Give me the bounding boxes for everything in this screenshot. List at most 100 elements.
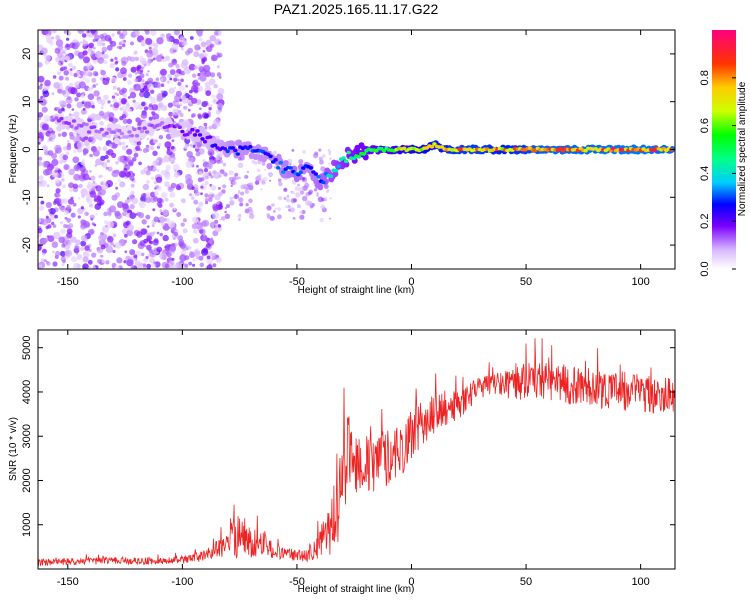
spectral-blob — [66, 140, 70, 143]
spectral-blob — [45, 201, 52, 209]
spectral-blob — [166, 80, 170, 84]
spectral-blob — [201, 143, 205, 147]
spectral-blob — [273, 165, 277, 169]
spectral-blob — [80, 188, 88, 196]
spectral-blob — [125, 107, 131, 112]
spectral-blob — [85, 145, 91, 150]
spectral-blob — [147, 225, 150, 228]
spectral-blob — [171, 139, 175, 143]
spectral-blob — [154, 190, 159, 196]
spectral-blob — [99, 34, 105, 39]
spectral-blob — [64, 165, 68, 170]
spectral-blob — [144, 192, 152, 200]
spectral-blob — [47, 208, 52, 212]
spectral-blob — [170, 145, 175, 150]
spectral-blob — [68, 168, 75, 176]
spectral-blob — [64, 55, 71, 61]
spectral-blob — [188, 261, 193, 266]
spectral-blob — [121, 99, 127, 105]
spectral-blob — [126, 197, 130, 200]
spectrogram-x-tick-label: 100 — [631, 276, 649, 288]
spectral-blob — [145, 197, 152, 204]
spectral-blob — [291, 190, 295, 195]
spectral-blob — [176, 183, 180, 188]
spectral-blob — [181, 47, 184, 51]
spectral-blob — [266, 213, 270, 217]
spectral-blob — [300, 190, 305, 195]
spectral-blob — [214, 30, 219, 33]
spectral-blob — [41, 47, 48, 55]
ridge-core — [432, 142, 437, 146]
spectral-blob — [76, 252, 79, 255]
spectral-blob — [197, 73, 201, 77]
spectral-blob — [111, 76, 117, 83]
spectral-blob — [213, 118, 221, 126]
spectral-blob — [100, 244, 106, 250]
snr-x-tick-label: 100 — [631, 576, 649, 588]
ridge-core — [212, 143, 218, 147]
ridge-core — [74, 126, 79, 130]
spectral-blob — [175, 101, 179, 106]
spectral-blob — [161, 192, 168, 199]
spectral-blob — [88, 32, 93, 38]
spectral-blob — [88, 266, 92, 269]
spectral-blob — [197, 206, 200, 209]
chart-title: PAZ1.2025.165.11.17.G22 — [274, 1, 439, 17]
spectral-blob — [76, 255, 81, 261]
spectral-blob — [135, 145, 141, 151]
spectral-blob — [297, 183, 300, 187]
spectral-blob — [68, 131, 74, 137]
spectral-blob — [54, 214, 58, 219]
spectral-blob — [121, 216, 124, 219]
spectral-blob — [195, 256, 199, 260]
spectral-blob — [181, 40, 188, 47]
spectral-blob — [149, 231, 155, 237]
spectral-blob — [239, 202, 244, 207]
spectral-blob — [210, 175, 214, 179]
spectral-blob — [152, 51, 158, 58]
snr-x-tick-label: 0 — [408, 576, 414, 588]
spectral-blob — [164, 181, 170, 188]
spectral-blob — [213, 84, 218, 89]
ridge-core — [190, 127, 195, 132]
spectral-blob — [215, 109, 221, 115]
spectral-blob — [194, 250, 201, 257]
spectral-blob — [114, 182, 118, 185]
spectral-blob — [169, 191, 176, 198]
spectral-blob — [122, 93, 127, 98]
spectral-blob — [222, 184, 227, 189]
ridge-core — [356, 155, 361, 159]
spectral-blob — [61, 89, 66, 95]
spectral-blob — [129, 204, 135, 210]
spectral-blob — [215, 256, 222, 263]
spectral-blob — [159, 252, 167, 260]
spectral-blob — [173, 86, 177, 90]
spectral-blob — [121, 145, 127, 151]
spectral-blob — [198, 229, 204, 234]
spectral-blob — [53, 82, 61, 89]
spectral-blob — [80, 108, 87, 115]
spectral-blob — [90, 217, 94, 221]
spectral-blob — [157, 178, 161, 182]
spectral-blob — [206, 45, 213, 52]
spectral-blob — [271, 203, 275, 207]
spectral-blob — [159, 209, 163, 213]
spectral-blob — [192, 263, 196, 267]
spectral-blob — [167, 102, 173, 108]
spectral-blob — [116, 45, 120, 49]
spectral-blob — [73, 263, 81, 269]
spectral-blob — [64, 216, 68, 220]
spectral-blob — [184, 255, 190, 261]
spectral-blob — [179, 98, 183, 102]
spectral-blob — [82, 251, 90, 258]
spectral-blob — [91, 252, 97, 258]
spectral-blob — [58, 160, 63, 164]
spectral-blob — [179, 254, 187, 262]
spectral-blob — [122, 204, 130, 212]
spectral-blob — [149, 240, 154, 245]
spectral-blob — [164, 141, 172, 149]
spectral-blob — [230, 184, 233, 188]
spectral-blob — [116, 257, 123, 264]
spectral-blob — [224, 206, 228, 210]
spectral-blob — [191, 97, 198, 104]
